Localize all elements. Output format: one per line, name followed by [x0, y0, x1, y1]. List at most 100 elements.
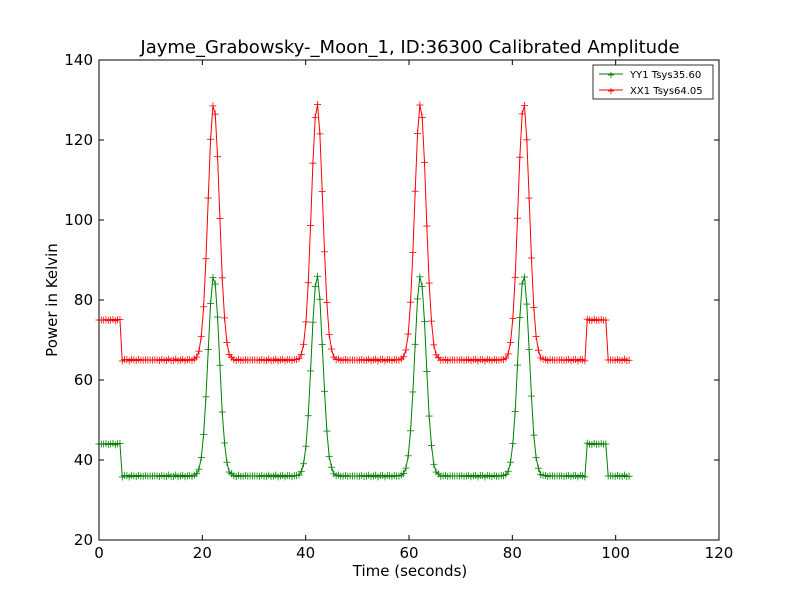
data-point	[321, 387, 329, 395]
data-point	[518, 280, 526, 288]
data-point	[400, 353, 408, 361]
data-point	[581, 357, 589, 365]
data-point	[504, 467, 512, 475]
y-tick-label: 80	[74, 291, 93, 309]
data-point	[325, 452, 333, 460]
data-point	[307, 367, 315, 375]
data-point	[218, 408, 226, 416]
data-point	[207, 300, 215, 308]
data-point	[221, 439, 229, 447]
data-point	[202, 255, 210, 263]
data-point	[195, 465, 203, 473]
data-point	[321, 248, 329, 256]
y-tick-label: 40	[74, 451, 93, 469]
data-point	[209, 273, 217, 281]
data-point	[116, 439, 124, 447]
data-point	[411, 340, 419, 348]
data-point	[518, 110, 526, 118]
data-point	[211, 110, 219, 118]
data-point	[625, 356, 633, 364]
x-tick-label: 20	[193, 544, 212, 562]
data-point	[516, 314, 524, 322]
x-tick-label: 40	[296, 544, 315, 562]
data-point	[216, 214, 224, 222]
data-point	[318, 188, 326, 196]
legend-label-xx1: XX1 Tsys64.05	[630, 86, 703, 97]
data-point	[520, 101, 528, 109]
data-point	[214, 153, 222, 161]
data-point	[402, 464, 410, 472]
data-point	[309, 318, 317, 326]
data-point	[532, 332, 540, 340]
data-point	[297, 468, 305, 476]
data-point	[323, 298, 331, 306]
data-point	[520, 273, 528, 281]
data-point	[425, 412, 433, 420]
data-point	[207, 135, 215, 143]
data-point	[407, 427, 415, 435]
data-point	[223, 338, 231, 346]
data-point	[300, 340, 308, 348]
data-point	[507, 338, 515, 346]
data-point	[534, 464, 542, 472]
data-point	[204, 194, 212, 202]
data-point	[311, 113, 319, 121]
y-tick-label: 140	[64, 51, 93, 69]
x-tick-label: 80	[503, 544, 522, 562]
data-point	[311, 283, 319, 291]
data-point	[323, 427, 331, 435]
data-point	[325, 331, 333, 339]
data-point	[523, 300, 531, 308]
data-point	[414, 130, 422, 138]
data-point	[530, 431, 538, 439]
data-point	[307, 222, 315, 230]
data-point	[418, 283, 426, 291]
data-point	[525, 194, 533, 202]
data-point	[416, 273, 424, 281]
data-point	[430, 460, 438, 468]
data-point	[414, 295, 422, 303]
legend-plus-yy1: +	[607, 70, 615, 81]
data-point	[527, 254, 535, 262]
data-point	[316, 295, 324, 303]
x-tick-label: 60	[399, 544, 418, 562]
data-point	[425, 279, 433, 287]
x-tick-label: 120	[705, 544, 734, 562]
x-axis-label: Time (seconds)	[352, 562, 468, 580]
data-point	[430, 341, 438, 349]
data-point	[516, 153, 524, 161]
data-point	[309, 159, 317, 167]
data-point	[193, 470, 201, 478]
data-point	[409, 248, 417, 256]
data-point	[404, 330, 412, 338]
series-xx1	[95, 101, 633, 365]
data-point	[216, 361, 224, 369]
data-point	[197, 454, 205, 462]
data-point	[421, 318, 428, 326]
y-axis-label: Power in Kelvin	[43, 243, 61, 357]
data-point	[427, 441, 435, 449]
data-point	[211, 280, 219, 288]
data-point	[602, 316, 610, 324]
data-point	[302, 318, 310, 326]
data-point	[304, 412, 312, 420]
chart-title: Jayme_Grabowsky-_Moon_1, ID:36300 Calibr…	[139, 37, 679, 58]
data-point	[402, 346, 410, 354]
data-point	[204, 346, 212, 354]
data-point	[314, 272, 322, 280]
data-point	[507, 458, 515, 466]
data-point	[407, 298, 415, 306]
legend-label-yy1: YY1 Tsys35.60	[629, 70, 701, 81]
data-point	[318, 341, 326, 349]
data-point	[504, 350, 512, 358]
y-tick-label: 20	[74, 531, 93, 549]
data-point	[218, 274, 226, 282]
data-point	[297, 350, 305, 358]
data-point	[193, 353, 201, 361]
data-point	[581, 473, 589, 481]
data-point	[409, 388, 417, 396]
data-point	[530, 304, 538, 312]
y-tick-label: 120	[64, 131, 93, 149]
legend-box	[592, 64, 714, 100]
data-point	[416, 101, 424, 109]
